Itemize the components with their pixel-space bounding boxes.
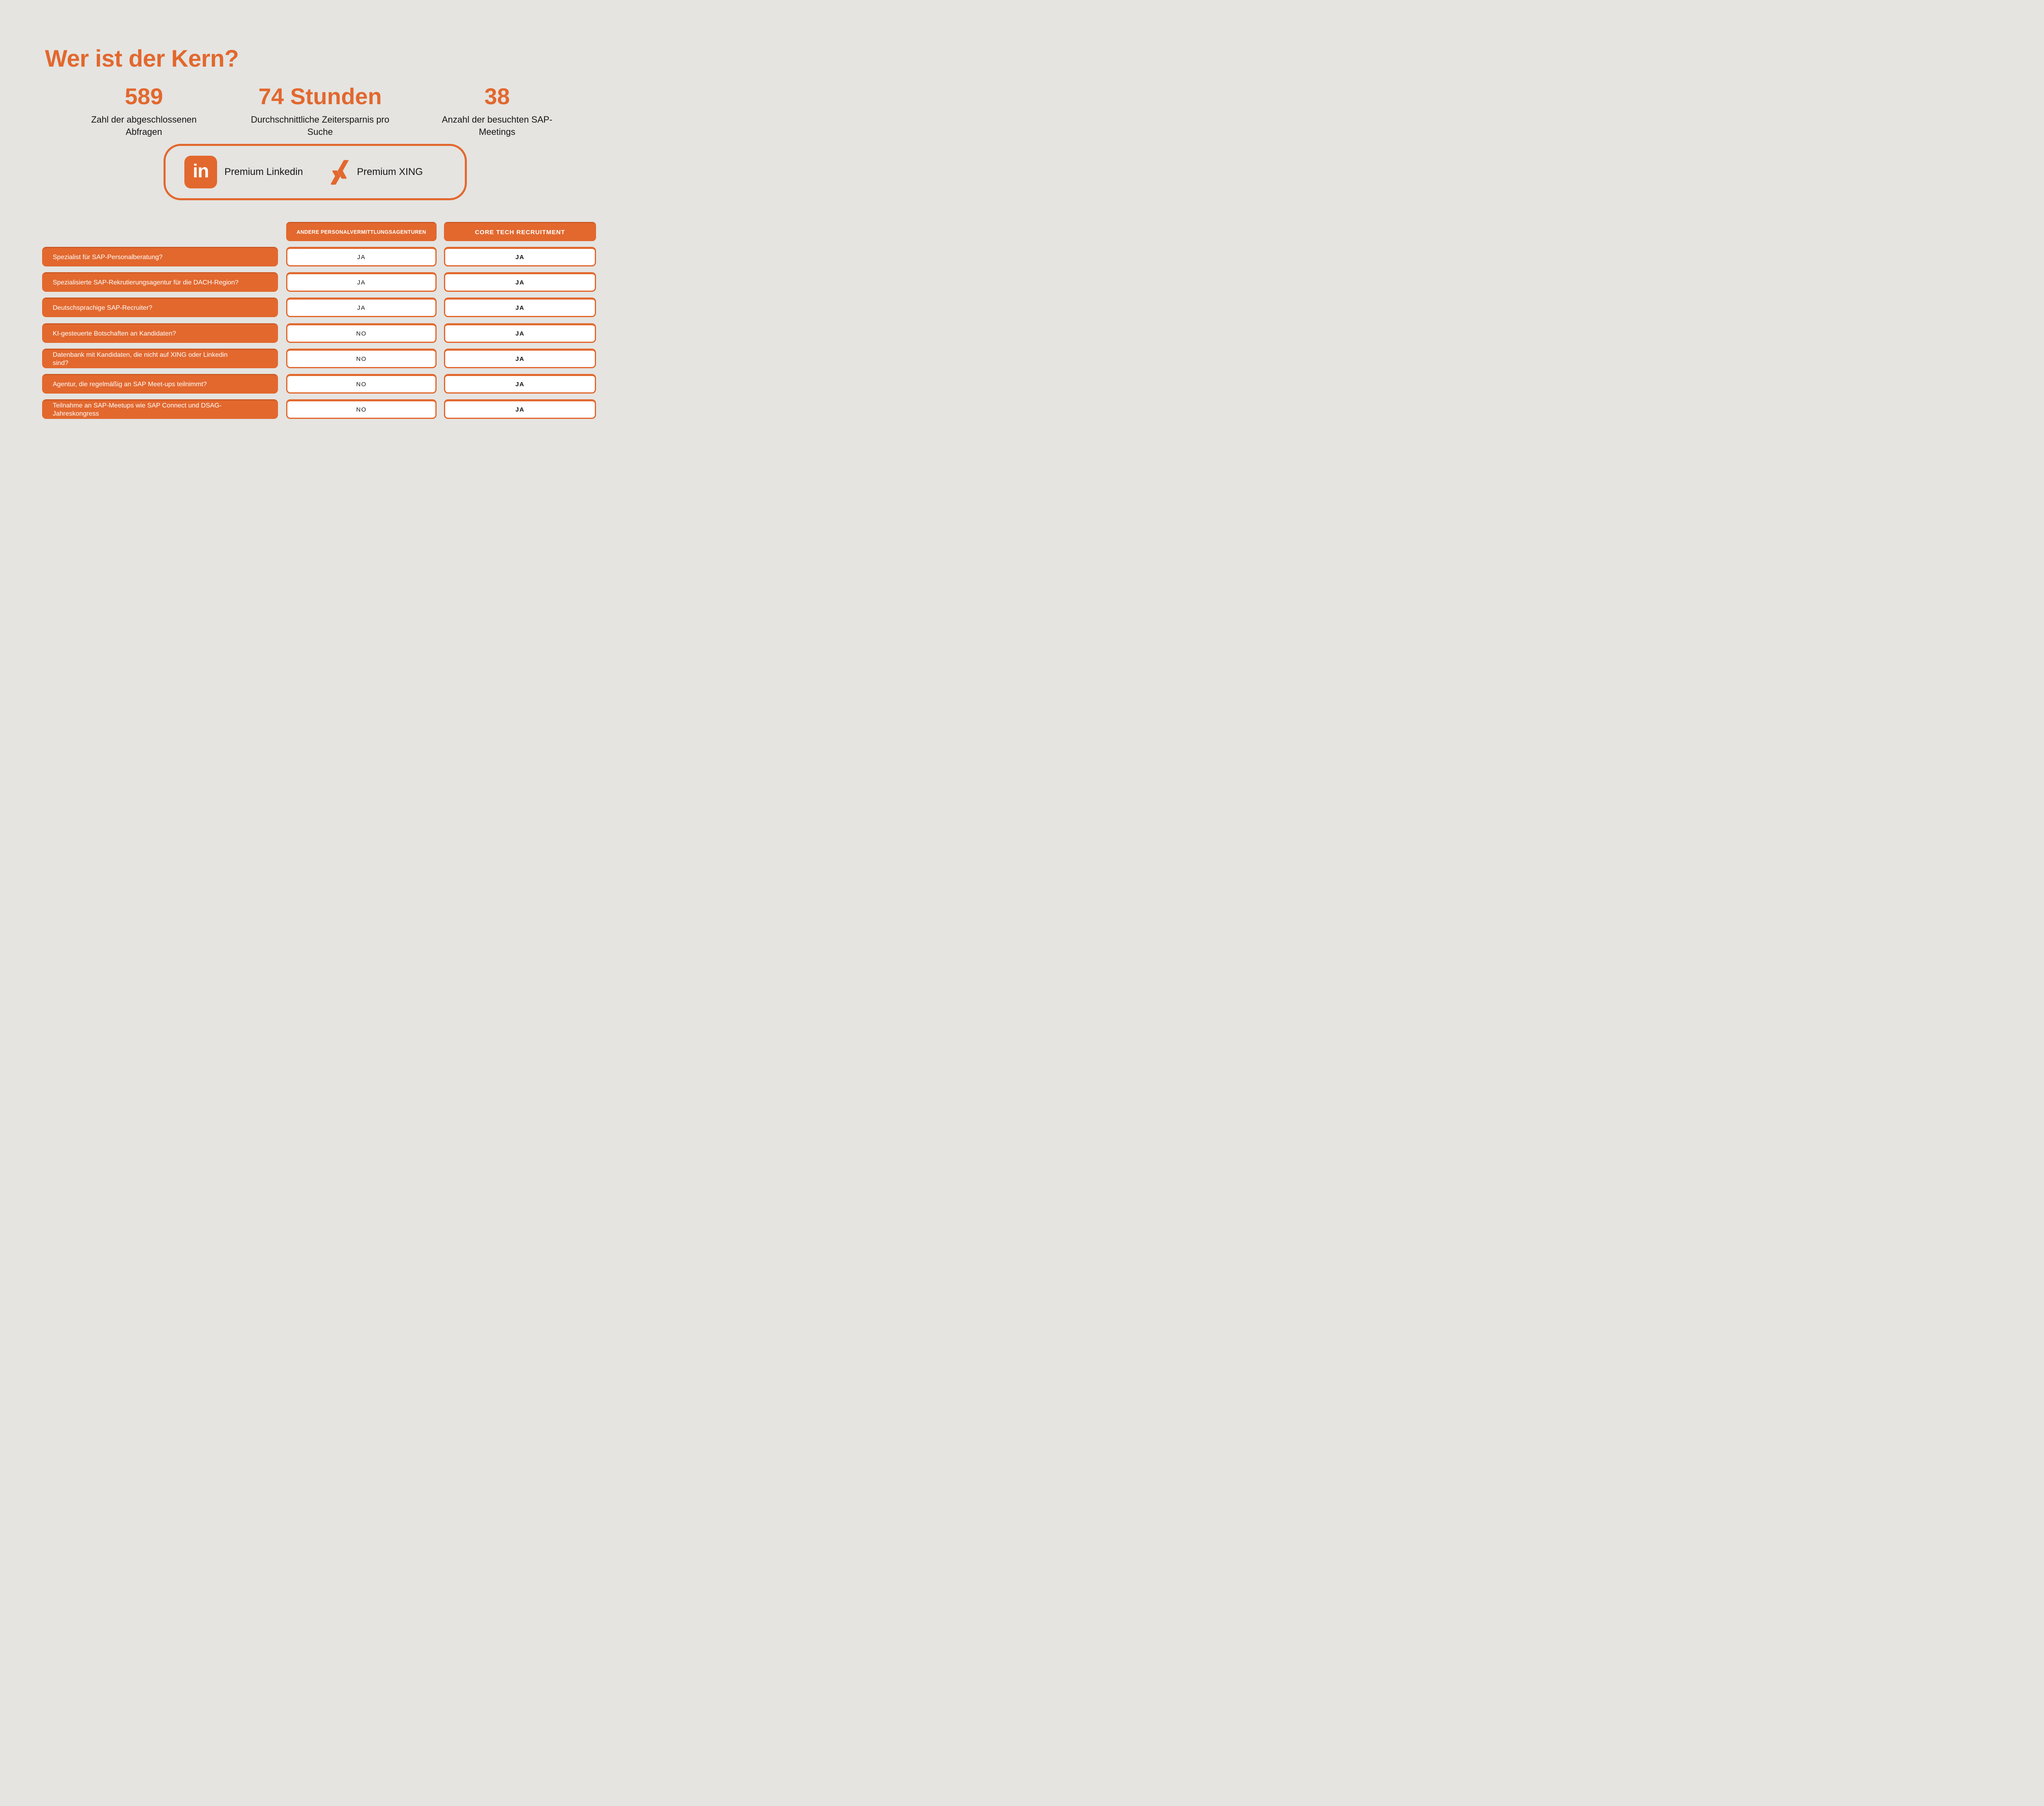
answer-cell-core: JA <box>444 272 596 292</box>
answer-cell-core: JA <box>444 349 596 368</box>
premium-linkedin-label: Premium Linkedin <box>224 166 303 177</box>
stat-sap-meetings: 38 Anzahl der besuchten SAP-Meetings <box>421 85 573 138</box>
answer-cell-other: JA <box>286 298 437 317</box>
stat-value: 38 <box>484 83 510 109</box>
question-cell: KI-gesteuerte Botschaften an Kandidaten? <box>42 323 278 343</box>
stat-time-saved: 74 Stunden Durchschnittliche Zeitersparn… <box>236 85 404 138</box>
answer-cell-other: NO <box>286 374 437 394</box>
answer-cell-core: JA <box>444 399 596 419</box>
linkedin-icon: in <box>184 156 217 188</box>
table-row: Agentur, die regelmäßig an SAP Meet-ups … <box>0 374 639 394</box>
stat-value: 74 Stunden <box>258 83 382 109</box>
page-title: Wer ist der Kern? <box>45 45 239 72</box>
table-row: Spezialist für SAP-Personalberatung? JA … <box>0 247 639 266</box>
answer-cell-core: JA <box>444 374 596 394</box>
question-cell: Teilnahme an SAP-Meetups wie SAP Connect… <box>42 399 278 419</box>
column-header-other-agencies: ANDERE PERSONALVERMITTLUNGSAGENTUREN <box>286 222 437 241</box>
answer-cell-core: JA <box>444 298 596 317</box>
table-row: KI-gesteuerte Botschaften an Kandidaten?… <box>0 323 639 343</box>
premium-memberships-badge: in Premium Linkedin Premium XING <box>164 144 467 200</box>
table-row: Spezialisierte SAP-Rekrutierungsagentur … <box>0 272 639 292</box>
stat-label: Durchschnittliche Zeitersparnis pro Such… <box>251 114 390 137</box>
column-header-core-tech: CORE TECH RECRUITMENT <box>444 222 596 241</box>
answer-cell-other: NO <box>286 399 437 419</box>
answer-cell-other: JA <box>286 247 437 266</box>
stat-label: Zahl der abgeschlossenen Abfragen <box>91 114 197 137</box>
question-cell: Spezialist für SAP-Personalberatung? <box>42 247 278 266</box>
answer-cell-other: NO <box>286 323 437 343</box>
table-row: Teilnahme an SAP-Meetups wie SAP Connect… <box>0 399 639 419</box>
question-cell: Spezialisierte SAP-Rekrutierungsagentur … <box>42 272 278 292</box>
xing-icon <box>327 158 350 186</box>
table-row: Deutschsprachige SAP-Recruiter? JA JA <box>0 298 639 317</box>
stat-value: 589 <box>125 83 163 109</box>
stat-completed-queries: 589 Zahl der abgeschlossenen Abfragen <box>69 85 218 138</box>
infographic-canvas: Wer ist der Kern? 589 Zahl der abgeschlo… <box>0 0 639 452</box>
premium-xing-label: Premium XING <box>357 166 423 177</box>
question-cell: Deutschsprachige SAP-Recruiter? <box>42 298 278 317</box>
answer-cell-core: JA <box>444 247 596 266</box>
answer-cell-other: JA <box>286 272 437 292</box>
question-cell: Datenbank mit Kandidaten, die nicht auf … <box>42 349 278 368</box>
question-cell: Agentur, die regelmäßig an SAP Meet-ups … <box>42 374 278 394</box>
table-row: Datenbank mit Kandidaten, die nicht auf … <box>0 349 639 368</box>
answer-cell-core: JA <box>444 323 596 343</box>
answer-cell-other: NO <box>286 349 437 368</box>
stat-label: Anzahl der besuchten SAP-Meetings <box>442 114 553 137</box>
